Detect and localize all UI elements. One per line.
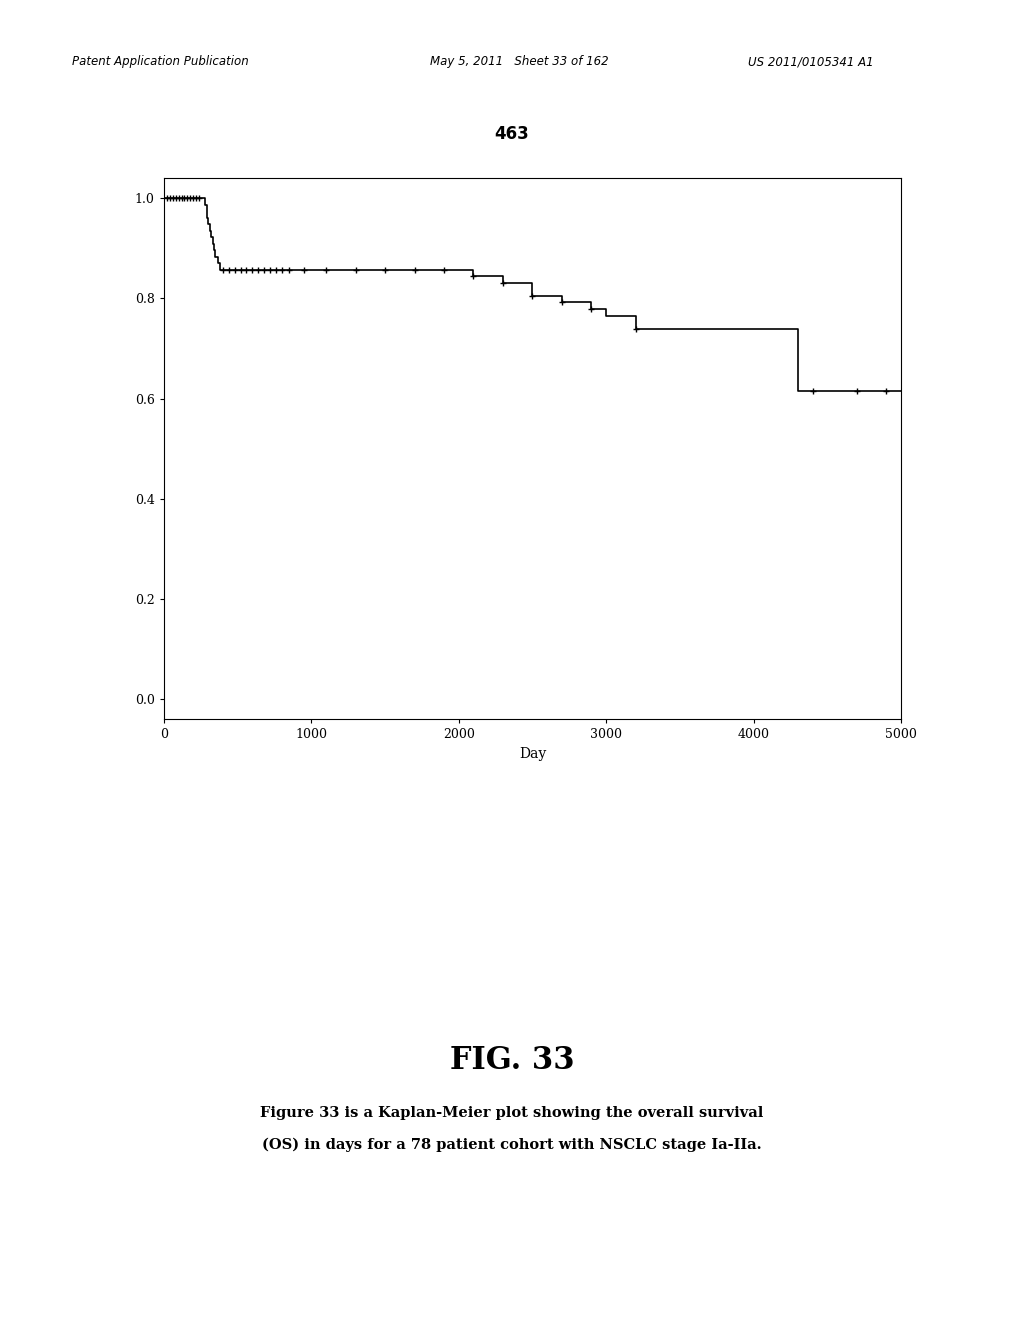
Text: May 5, 2011   Sheet 33 of 162: May 5, 2011 Sheet 33 of 162 (430, 55, 608, 69)
X-axis label: Day: Day (519, 747, 546, 762)
Text: FIG. 33: FIG. 33 (450, 1045, 574, 1076)
Text: Figure 33 is a Kaplan-Meier plot showing the overall survival: Figure 33 is a Kaplan-Meier plot showing… (260, 1106, 764, 1121)
Text: 463: 463 (495, 125, 529, 144)
Text: Patent Application Publication: Patent Application Publication (72, 55, 249, 69)
Text: US 2011/0105341 A1: US 2011/0105341 A1 (748, 55, 873, 69)
Text: (OS) in days for a 78 patient cohort with NSCLC stage Ia-IIa.: (OS) in days for a 78 patient cohort wit… (262, 1138, 762, 1152)
